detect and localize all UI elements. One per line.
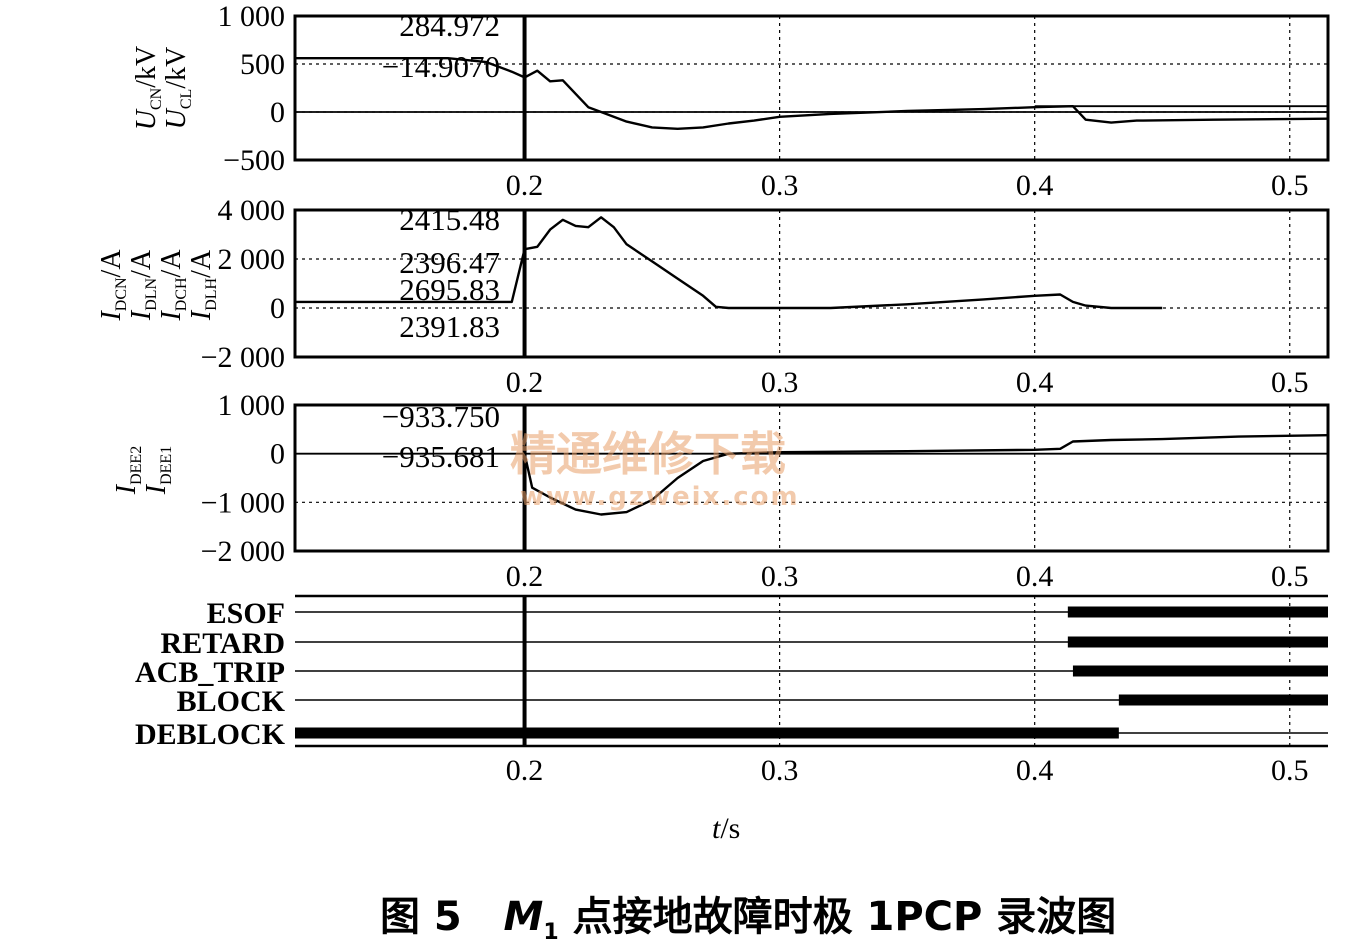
y-axis-label: UCN/kV	[131, 46, 165, 130]
x-tick-label: 0.2	[506, 366, 544, 399]
y-tick-label: 0	[270, 292, 285, 325]
panel-frame	[293, 208, 1330, 359]
y-tick-label: 500	[240, 48, 285, 81]
caption-text: 点接地故障时极 1PCP 录波图	[572, 894, 1117, 940]
x-tick-label: 0.3	[761, 366, 799, 399]
x-axis-unit: /s	[720, 812, 741, 845]
watermark-url: www.gzweix.com	[520, 482, 800, 512]
y-axis-label: IDCN/A	[96, 249, 130, 322]
x-axis-title: t/s	[712, 812, 740, 846]
x-tick-label: 0.4	[1016, 754, 1054, 787]
x-axis-var: t	[712, 812, 721, 845]
y-tick-label: 2 000	[218, 243, 286, 276]
y-axis-label: IDCH/A	[156, 249, 190, 322]
x-tick-label: 0.3	[761, 754, 799, 787]
y-tick-label: 0	[270, 96, 285, 129]
caption-m-sub: 1	[543, 920, 559, 945]
series-line	[295, 216, 1163, 310]
x-tick-label: 0.4	[1016, 560, 1054, 593]
y-tick-label: 0	[270, 438, 285, 471]
cursor-value-label: 2415.48	[399, 202, 500, 237]
watermark-text: 精通维修下载	[510, 427, 786, 481]
figure-caption: 图 5 M1 点接地故障时极 1PCP 录波图	[380, 884, 1280, 945]
cursor-value-label: 2391.83	[399, 309, 500, 344]
x-tick-label: 0.2	[506, 560, 544, 593]
cursor-value-label: −14.9070	[382, 49, 500, 84]
cursor-value-label: −933.750	[382, 399, 500, 434]
x-tick-label: 0.4	[1016, 169, 1054, 202]
x-tick-label: 0.5	[1271, 754, 1309, 787]
series-line	[295, 57, 1329, 130]
x-tick-label: 0.5	[1271, 366, 1309, 399]
cursor-value-label: 2396.47	[399, 245, 500, 280]
y-tick-label: −2 000	[201, 341, 285, 374]
panel-frame	[293, 403, 1330, 553]
x-tick-label: 0.3	[761, 560, 799, 593]
y-axis-label: IDLH/A	[186, 249, 220, 321]
y-tick-label: −2 000	[201, 535, 285, 568]
signal-label: ACB_TRIP	[135, 656, 285, 689]
cursor-value-label: 284.972	[399, 8, 500, 43]
signal-label: ESOF	[207, 597, 285, 630]
y-tick-label: 1 000	[218, 389, 286, 422]
caption-m: M	[503, 894, 544, 940]
signal-label: RETARD	[161, 627, 285, 660]
y-axis-label: IDLN/A	[126, 249, 160, 321]
x-tick-label: 0.5	[1271, 169, 1309, 202]
x-tick-label: 0.5	[1271, 560, 1309, 593]
y-tick-label: −1 000	[201, 486, 285, 519]
y-axis-label: IDEE2	[111, 446, 145, 495]
caption-fig-no: 图 5	[380, 894, 462, 940]
x-tick-label: 0.2	[506, 169, 544, 202]
signal-label: BLOCK	[177, 685, 286, 718]
y-tick-label: 1 000	[218, 0, 286, 33]
cursor-value-label: −935.681	[382, 439, 500, 474]
panel-current-dee: 0.2 0.3 0.4 0.5 1 000 0 −1 000 −2 000 −933.750 −9…	[111, 389, 1330, 593]
y-axis-label: UCL/kV	[161, 47, 195, 130]
y-tick-label: −500	[223, 144, 285, 177]
cursor-value-label: 2695.83	[399, 272, 500, 307]
panel-frame	[293, 14, 1330, 162]
x-tick-label: 0.2	[506, 754, 544, 787]
panel-voltage: 0.2 0.3 0.4 0.5 1 000 500 0 −500 284.972 −14.9070…	[131, 0, 1330, 202]
y-tick-label: 4 000	[218, 194, 286, 227]
y-axis-label: IDEE1	[141, 446, 175, 495]
x-tick-label: 0.3	[761, 169, 799, 202]
signal-label: DEBLOCK	[135, 718, 286, 751]
panel-signals: 0.2 0.3 0.4 0.5 ESOFRETARDACB_TRIPBLOCKDEBLO…	[135, 594, 1328, 787]
x-tick-label: 0.4	[1016, 366, 1054, 399]
panel-current-dc: 0.2 0.3 0.4 0.5 4 000 2 000 0 −2 000 2415.48 2396…	[96, 194, 1330, 399]
